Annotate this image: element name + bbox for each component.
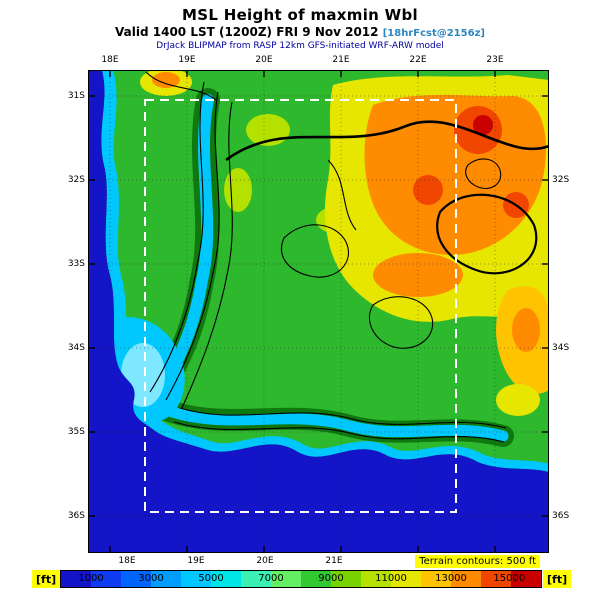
map-contours: [145, 71, 550, 443]
colorbar-tick-label: 9000: [318, 573, 344, 584]
axis-tick-label: 19E: [187, 556, 205, 566]
model-credit-line: DrJack BLIPMAP from RASP 12km GFS-initia…: [156, 41, 444, 51]
colorbar-segment: [181, 571, 211, 587]
axis-tick-label: 18E: [118, 556, 136, 566]
colorbar-tick-label: 1000: [78, 573, 104, 584]
colorbar-segment: [511, 571, 541, 587]
colorbar-segment: [481, 571, 511, 587]
colorbar-segment: [421, 571, 451, 587]
colorbar-tick-label: 3000: [138, 573, 164, 584]
axis-tick-label: 20E: [255, 55, 273, 65]
colorbar-segment: [361, 571, 391, 587]
axis-tick-label: 36S: [552, 511, 570, 521]
map-land: [101, 70, 550, 472]
colorbar-segment: [211, 571, 241, 587]
axis-tick-label: 32S: [552, 175, 570, 185]
axis-tick-label: 36S: [67, 511, 85, 521]
axis-tick-label: 22E: [409, 55, 427, 65]
colorbar-segment: [271, 571, 301, 587]
forecast-tag: [18hrFcst@2156z]: [382, 28, 485, 39]
axis-tick-label: 35S: [67, 427, 85, 437]
inner-domain-box: [144, 99, 457, 513]
colorbar-segment: [391, 571, 421, 587]
colorbar-unit-right: [ft]: [543, 570, 572, 588]
colorbar-segment: [331, 571, 361, 587]
colorbar-tick-label: 13000: [435, 573, 467, 584]
terrain-map: [88, 70, 550, 553]
axis-tick-label: 31S: [67, 91, 85, 101]
axis-tick-label: 34S: [67, 343, 85, 353]
colorbar-unit-left: [ft]: [32, 570, 61, 588]
colorbar-tick-label: 7000: [258, 573, 284, 584]
colorbar-segment: [301, 571, 331, 587]
colorbar-tick-label: 5000: [198, 573, 224, 584]
axis-tick-label: 20E: [256, 556, 274, 566]
axis-tick-label: 18E: [101, 55, 119, 65]
axis-tick-label: 19E: [178, 55, 196, 65]
map-terrain-colors: [101, 70, 550, 472]
terrain-contours-note: Terrain contours: 500 ft: [415, 555, 540, 568]
colorbar-tick-label: 15000: [493, 573, 526, 584]
axis-tick-label: 32S: [67, 175, 85, 185]
grid-layer: [88, 70, 549, 553]
valid-time-line: Valid 1400 LST (1200Z) FRI 9 Nov 2012 [1…: [0, 25, 600, 39]
valid-time-text: Valid 1400 LST (1200Z) FRI 9 Nov 2012: [115, 25, 379, 39]
colorbar-segment: [241, 571, 271, 587]
axis-tick-label: 23E: [486, 55, 504, 65]
map-border: [88, 70, 549, 553]
colorbar-tick-label: 11000: [375, 573, 407, 584]
colorbar-segment: [151, 571, 181, 587]
colorbar-segment: [91, 571, 121, 587]
page-title: MSL Height of maxmin Wbl: [182, 6, 418, 24]
colorbar-segment: [61, 571, 91, 587]
axis-tick-label: 33S: [67, 259, 85, 269]
colorbar-segment: [451, 571, 481, 587]
colorbar-segment: [121, 571, 151, 587]
axis-tick-label: 21E: [325, 556, 343, 566]
axis-tick-label: 21E: [332, 55, 350, 65]
map-plot-area: [88, 70, 550, 553]
axis-tick-label: 34S: [552, 343, 570, 353]
colorbar: 1000 3000 5000 7000 9000 11000 13000 15000: [60, 570, 542, 588]
